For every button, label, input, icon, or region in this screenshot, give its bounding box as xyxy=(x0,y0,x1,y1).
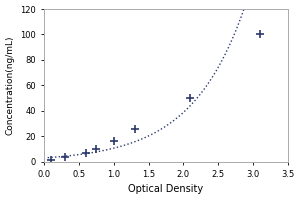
X-axis label: Optical Density: Optical Density xyxy=(128,184,204,194)
Y-axis label: Concentration(ng/mL): Concentration(ng/mL) xyxy=(6,36,15,135)
